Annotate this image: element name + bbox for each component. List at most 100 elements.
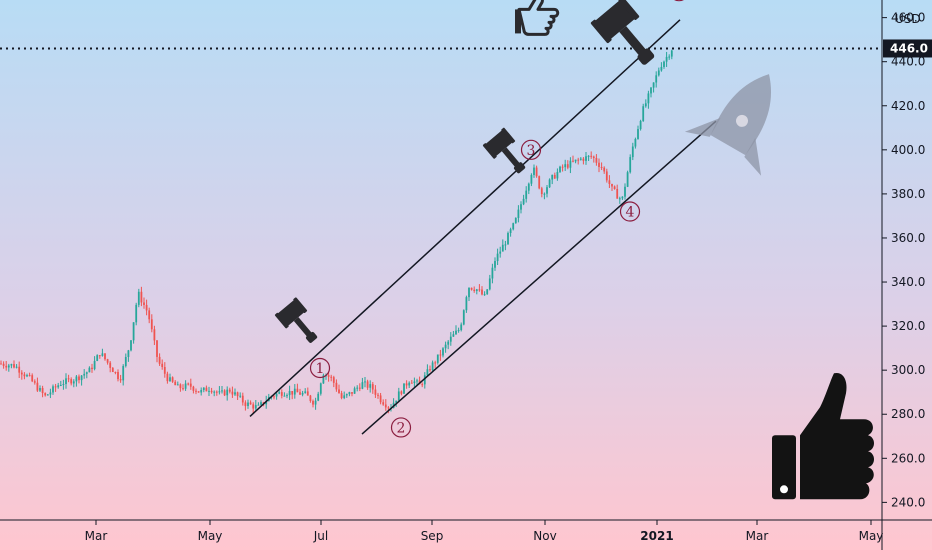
- candle-body: [57, 385, 60, 388]
- candle-body: [507, 233, 509, 245]
- candle-body: [85, 372, 88, 374]
- thumbs-up-hand: [800, 373, 874, 500]
- gavel-handle: [293, 317, 313, 338]
- rocket-body: [710, 74, 772, 156]
- candle-body: [83, 373, 86, 376]
- candle-body: [252, 404, 255, 409]
- candle-body: [351, 392, 353, 394]
- candle-body: [257, 404, 260, 406]
- candle-body: [241, 395, 244, 403]
- candle-body: [517, 209, 520, 218]
- candle-body: [473, 289, 476, 292]
- candle-body: [527, 183, 530, 191]
- candle-body: [374, 389, 377, 395]
- candle-body: [72, 381, 75, 384]
- candle-body: [171, 377, 174, 382]
- candle-body: [221, 390, 223, 392]
- candle-body: [462, 310, 465, 325]
- candle-body: [618, 198, 621, 200]
- candle-body: [449, 336, 452, 342]
- candle-body: [70, 379, 73, 384]
- wave-label-2: 2: [397, 420, 406, 436]
- candle-body: [202, 387, 205, 390]
- y-axis: 240.0 260.0 280.0 300.0 320.0 340.0 360.0 380.0…: [881, 0, 932, 550]
- candle-body: [460, 324, 463, 331]
- candle-body: [184, 383, 187, 389]
- candle-body: [551, 174, 554, 180]
- candle-body: [20, 372, 23, 375]
- rocket-icon: [684, 74, 772, 176]
- candle-body: [228, 389, 231, 392]
- candle-body: [444, 344, 447, 349]
- candle-body: [556, 171, 559, 179]
- gavel-handle: [501, 147, 521, 169]
- candle-body: [621, 196, 624, 199]
- candle-body: [67, 378, 70, 380]
- candle-body: [644, 103, 647, 107]
- rocket-fin-left: [684, 117, 721, 137]
- candle-body: [223, 390, 226, 396]
- candle-body: [33, 381, 36, 383]
- candle-body: [283, 395, 286, 397]
- candle-body: [358, 387, 361, 389]
- candle-body: [96, 355, 99, 361]
- candle-body: [639, 120, 642, 130]
- candle-body: [249, 402, 252, 405]
- rocket-fin-right: [744, 137, 762, 176]
- candle-body: [592, 156, 595, 158]
- candle-body: [572, 160, 574, 162]
- candle-body: [548, 179, 551, 188]
- candle-body: [338, 389, 340, 394]
- gavel-face-right: [501, 127, 516, 144]
- gavel-head: [277, 299, 305, 326]
- candle-body: [384, 404, 387, 408]
- candle-body: [153, 329, 156, 341]
- candle-body: [665, 56, 668, 62]
- candle-body: [494, 261, 496, 268]
- candle-body: [647, 93, 650, 104]
- plot-area: 12345: [0, 0, 882, 438]
- y-tick-label: 320.0: [891, 319, 925, 333]
- candle-body: [291, 391, 294, 395]
- candle-body: [239, 395, 242, 397]
- x-tick-label: Mar: [85, 529, 108, 543]
- candle-body: [23, 374, 26, 377]
- candle-body: [343, 395, 346, 399]
- y-tick-label: 460.0: [891, 11, 925, 25]
- candle-body: [538, 176, 541, 189]
- wave-label-1: 1: [316, 361, 325, 377]
- candle-body: [127, 350, 130, 358]
- x-tick-label: Jul: [313, 529, 328, 543]
- candle-body: [215, 391, 218, 393]
- candle-body: [2, 363, 5, 366]
- currency-label: USD: [895, 12, 921, 26]
- candle-body: [330, 376, 333, 378]
- y-tick-label: 380.0: [891, 187, 925, 201]
- candle-body: [353, 388, 356, 394]
- candle-body: [296, 388, 299, 393]
- candle-body: [509, 229, 512, 234]
- candle-body: [491, 267, 494, 279]
- candle-body: [369, 384, 372, 388]
- wave-label-circle: [309, 357, 331, 379]
- candle-body: [520, 204, 522, 210]
- candle-body: [213, 391, 216, 393]
- candle-body: [0, 363, 2, 365]
- candle-body: [496, 253, 499, 262]
- candle-body: [387, 407, 390, 409]
- candle-body: [117, 372, 119, 380]
- gavel-grip: [637, 48, 655, 65]
- candle-body: [15, 366, 18, 368]
- candle-body: [317, 393, 320, 401]
- gavel-grip: [513, 162, 526, 174]
- candle-body: [569, 160, 572, 168]
- candle-body: [182, 388, 184, 390]
- candle-body: [80, 375, 83, 381]
- candle-body: [278, 392, 281, 394]
- candle-body: [137, 291, 140, 305]
- candle-body: [299, 392, 301, 395]
- candle-body: [657, 70, 660, 76]
- candle-body: [642, 106, 645, 121]
- wave-label-circle: [619, 201, 641, 222]
- candle-body: [122, 366, 125, 381]
